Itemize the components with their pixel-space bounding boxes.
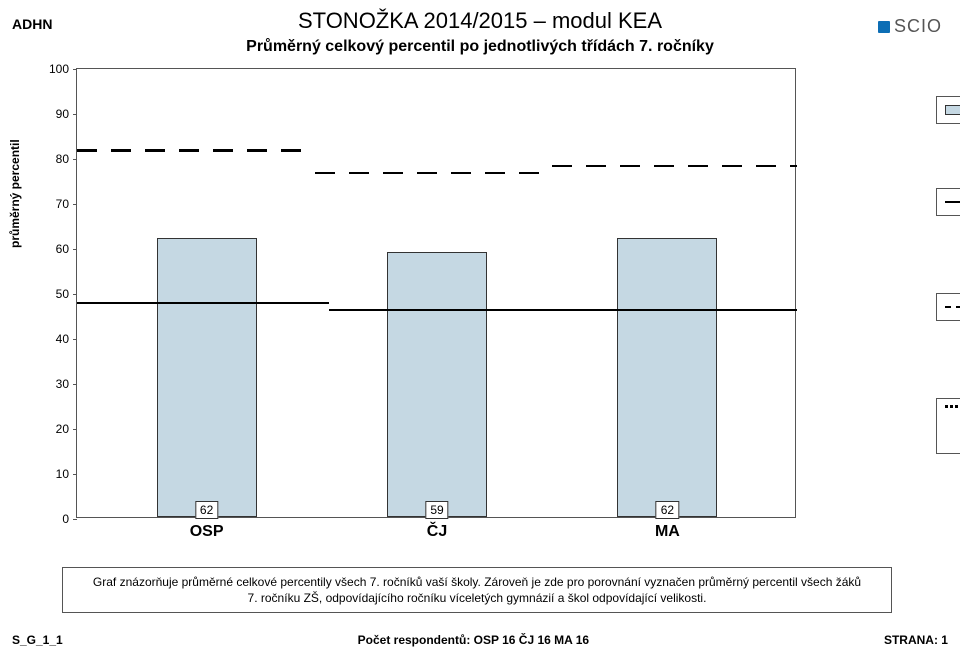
y-tick-label: 100 [49,62,69,76]
y-tick-label: 30 [56,377,69,391]
y-tick-label: 70 [56,197,69,211]
bar-value-MA: 62 [656,501,679,519]
legend-zs: ZŠ [936,188,960,234]
chart: průměrný percentil 010203040506070809010… [36,68,926,568]
x-category-ČJ: ČJ [427,523,447,541]
footer: S_G_1_1 Počet respondentů: OSP 16 ČJ 16 … [12,633,948,647]
footer-left: S_G_1_1 [12,633,63,647]
y-tick-label: 90 [56,107,69,121]
footer-right: STRANA: 1 [884,633,948,647]
main-title: STONOŽKA 2014/2015 – modul KEA [0,8,960,34]
bar-MA [617,238,717,517]
y-tick-label: 10 [56,467,69,481]
y-tick-label: 80 [56,152,69,166]
bar-value-OSP: 62 [195,501,218,519]
x-category-MA: MA [655,523,680,541]
legend-gym: GYM [936,293,960,339]
y-axis-label: průměrný percentil [8,139,22,248]
y-tick-label: 20 [56,422,69,436]
legend-line-gym [945,306,960,308]
bar-OSP [157,238,257,517]
caption-line2: 7. ročníku ZŠ, odpovídajícího ročníku ví… [73,590,881,606]
sub-title: Průměrný celkový percentil po jednotlivý… [0,38,960,56]
x-category-OSP: OSP [190,523,224,541]
logo: SCIO [878,16,942,37]
plot-area: 010203040506070809010062OSP59ČJ62MA [76,68,796,518]
y-tick-label: 0 [62,512,69,526]
legend-class: 7. A [936,96,960,142]
logo-icon [878,21,890,33]
bar-ČJ [387,252,487,518]
legend-swatch-bar [945,105,960,115]
caption-line1: Graf znázorňuje průměrné celkové percent… [73,574,881,590]
footer-center: Počet respondentů: OSP 16 ČJ 16 MA 16 [358,633,589,647]
bar-value-ČJ: 59 [425,501,448,519]
legend-line-size [945,405,960,407]
y-tick-label: 50 [56,287,69,301]
legend-size: velikost školy nevyplněna [936,398,960,472]
report-code: ADHN [12,16,52,32]
y-tick-label: 60 [56,242,69,256]
caption: Graf znázorňuje průměrné celkové percent… [62,567,892,613]
logo-text: SCIO [894,16,942,37]
y-tick-label: 40 [56,332,69,346]
legend-line-zs [945,201,960,203]
